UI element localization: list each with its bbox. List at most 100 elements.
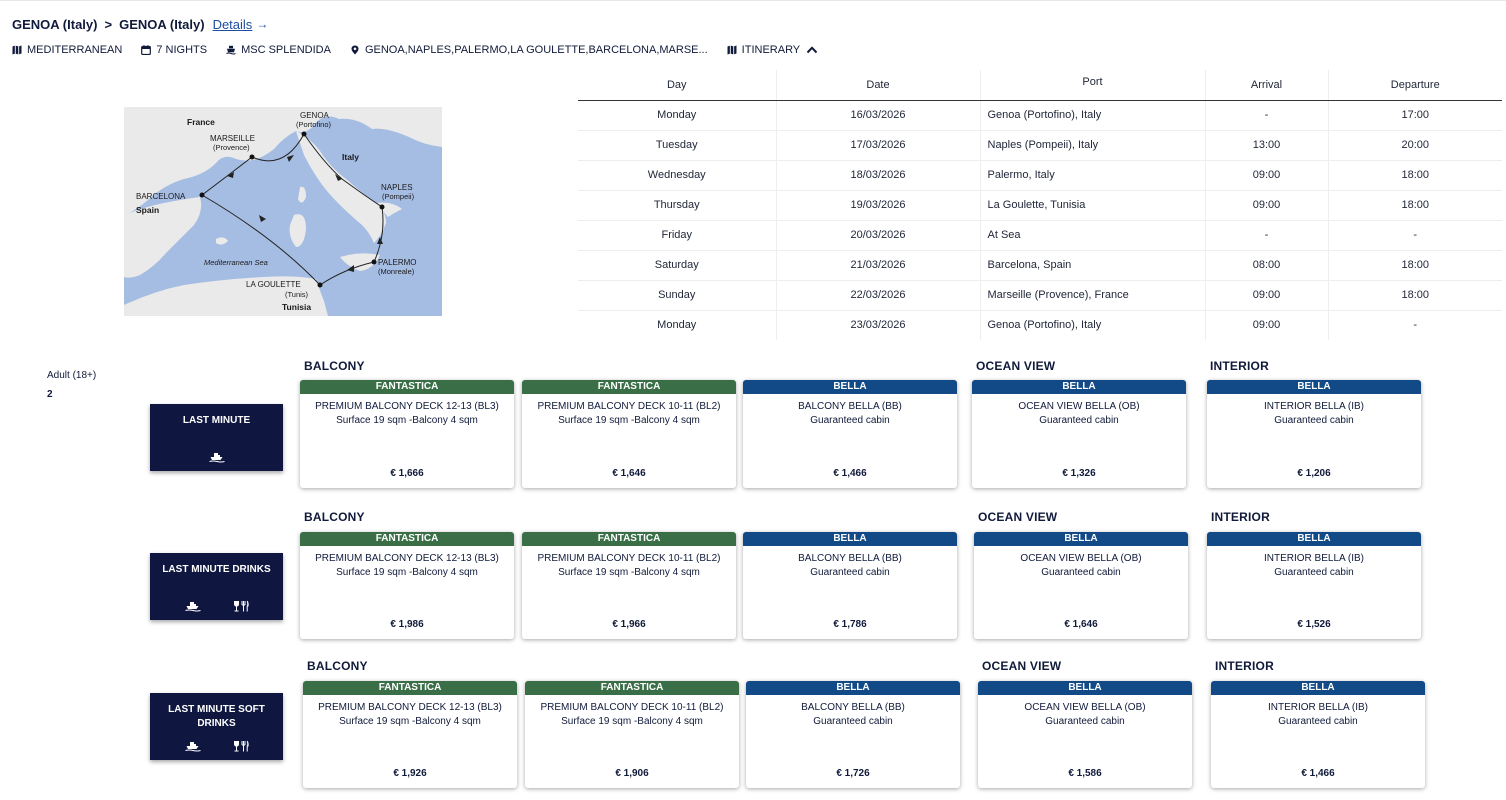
cabin-card[interactable]: BELLA OCEAN VIEW BELLA (OB) Guaranteed cab…: [978, 681, 1192, 788]
itinerary-header-row: Day Date Port Arrival Departure: [578, 70, 1502, 101]
itinerary-row: Tuesday 17/03/2026 Naples (Pompeii), Italy…: [578, 130, 1502, 161]
cell-departure: 18:00: [1328, 190, 1502, 221]
category-interior: INTERIOR: [1215, 659, 1274, 673]
category-ocean-view: OCEAN VIEW: [978, 510, 1058, 524]
itinerary-table: Day Date Port Arrival Departure Monday 16…: [578, 70, 1502, 340]
meta-nights: 7 NIGHTS: [141, 44, 207, 56]
cabin-card[interactable]: BELLA BALCONY BELLA (BB) Guaranteed cabin €…: [743, 380, 957, 488]
cabin-card[interactable]: FANTASTICA PREMIUM BALCONY DECK 10-11 (BL…: [525, 681, 739, 788]
cell-date: 19/03/2026: [776, 190, 981, 221]
cell-day: Monday: [578, 100, 777, 131]
cell-day: Wednesday: [578, 160, 777, 191]
cruise-header: GENOA (Italy) > GENOA (Italy) Details →: [12, 14, 268, 34]
chevron-up-icon[interactable]: [806, 45, 818, 55]
cabin-name: BALCONY BELLA (BB): [801, 702, 905, 713]
fare-option[interactable]: LAST MINUTE DRINKS: [150, 553, 283, 620]
cabin-experience-band: BELLA: [743, 380, 957, 394]
fare-icons: [150, 600, 283, 612]
cell-arrival: -: [1205, 220, 1329, 251]
cabin-description: Guaranteed cabin: [1039, 415, 1119, 426]
category-balcony: BALCONY: [304, 359, 365, 373]
map-label-marseille: MARSEILLE: [210, 134, 255, 143]
calendar-icon: [141, 45, 152, 55]
cabin-card[interactable]: FANTASTICA PREMIUM BALCONY DECK 10-11 (BL…: [522, 380, 736, 488]
cabin-price: € 1,466: [833, 468, 867, 479]
cabin-card[interactable]: BELLA OCEAN VIEW BELLA (OB) Guaranteed cab…: [972, 380, 1186, 488]
cabin-price: € 1,646: [1064, 619, 1098, 630]
cabin-experience-band: FANTASTICA: [522, 532, 736, 546]
fare-option[interactable]: LAST MINUTE: [150, 404, 283, 471]
cell-departure: 20:00: [1328, 130, 1502, 161]
drinks-dining-icon: [233, 600, 249, 612]
cabin-price: € 1,786: [833, 619, 867, 630]
cell-arrival: 09:00: [1205, 280, 1329, 311]
cabin-description: Guaranteed cabin: [810, 415, 890, 426]
cabin-name: OCEAN VIEW BELLA (OB): [1020, 553, 1142, 564]
cell-day: Thursday: [578, 190, 777, 221]
cabin-card[interactable]: BELLA BALCONY BELLA (BB) Guaranteed cabin €…: [746, 681, 960, 788]
cabin-description: Surface 19 sqm -Balcony 4 sqm: [558, 415, 700, 426]
cabin-experience-band: FANTASTICA: [300, 380, 514, 394]
itinerary-toggle-label[interactable]: ITINERARY: [741, 44, 801, 56]
cell-day: Monday: [578, 310, 777, 340]
itinerary-row: Saturday 21/03/2026 Barcelona, Spain 08:00 1…: [578, 250, 1502, 281]
cabin-name: PREMIUM BALCONY DECK 12-13 (BL3): [315, 553, 499, 564]
cell-date: 16/03/2026: [776, 100, 981, 131]
cell-departure: -: [1413, 319, 1418, 332]
cabin-card[interactable]: BELLA INTERIOR BELLA (IB) Guaranteed cabin…: [1211, 681, 1425, 788]
cabin-name: INTERIOR BELLA (IB): [1263, 401, 1365, 412]
cabin-card[interactable]: BELLA OCEAN VIEW BELLA (OB) Guaranteed cab…: [974, 532, 1188, 639]
cabin-card[interactable]: FANTASTICA PREMIUM BALCONY DECK 12-13 (BL…: [300, 532, 514, 639]
itinerary-toggle[interactable]: ITINERARY: [727, 44, 818, 56]
cell-port: At Sea: [980, 220, 1206, 251]
cabin-experience-band: BELLA: [974, 532, 1188, 546]
cabin-card[interactable]: BELLA INTERIOR BELLA (IB) Guaranteed cabin…: [1207, 532, 1421, 639]
cell-arrival: -: [1205, 100, 1329, 131]
cabin-card[interactable]: FANTASTICA PREMIUM BALCONY DECK 12-13 (BL…: [303, 681, 517, 788]
cabin-price: € 1,586: [1068, 768, 1102, 779]
cabin-card[interactable]: FANTASTICA PREMIUM BALCONY DECK 12-13 (BL…: [300, 380, 514, 488]
map-label-goulette: LA GOULETTE: [246, 280, 301, 289]
meta-nights-label: 7 NIGHTS: [156, 44, 208, 56]
itinerary-row: Thursday 19/03/2026 La Goulette, Tunisia 09…: [578, 190, 1502, 221]
fare-option[interactable]: LAST MINUTE SOFT DRINKS: [150, 693, 283, 760]
cabin-name: INTERIOR BELLA (IB): [1267, 702, 1369, 713]
map-label-france: France: [187, 117, 215, 127]
cell-arrival: 09:00: [1205, 310, 1329, 340]
cabin-description: Guaranteed cabin: [1041, 567, 1121, 578]
top-divider: [0, 0, 1506, 1]
cabin-description: Guaranteed cabin: [1274, 415, 1354, 426]
cabin-experience-band: BELLA: [1207, 532, 1421, 546]
cabin-name: PREMIUM BALCONY DECK 10-11 (BL2): [537, 401, 721, 412]
meta-ports: GENOA,NAPLES,PALERMO,LA GOULETTE,BARCELO…: [350, 44, 708, 56]
drinks-dining-icon: [233, 740, 249, 752]
cabin-card[interactable]: BELLA INTERIOR BELLA (IB) Guaranteed cabin…: [1207, 380, 1421, 488]
cell-port: Barcelona, Spain: [980, 250, 1206, 281]
arrow-right-icon[interactable]: →: [256, 17, 269, 31]
category-interior: INTERIOR: [1210, 359, 1269, 373]
passenger-type-label: Adult (18+): [47, 370, 97, 381]
cabin-price: € 1,986: [390, 619, 424, 630]
cabin-name: PREMIUM BALCONY DECK 12-13 (BL3): [318, 702, 502, 713]
cabin-experience-band: BELLA: [978, 681, 1192, 695]
location-pin-icon: [350, 45, 360, 55]
cabin-experience-band: BELLA: [1207, 380, 1421, 394]
cabin-name: PREMIUM BALCONY DECK 10-11 (BL2): [537, 553, 721, 564]
fare-option-title: LAST MINUTE DRINKS: [162, 564, 271, 575]
cabin-description: Guaranteed cabin: [1045, 716, 1125, 727]
cell-date: 23/03/2026: [776, 310, 981, 340]
cabin-price: € 1,906: [615, 768, 649, 779]
cabin-card[interactable]: FANTASTICA PREMIUM BALCONY DECK 10-11 (BL…: [522, 532, 736, 639]
cell-port: Palermo, Italy: [980, 160, 1206, 191]
col-header-day: Day: [578, 70, 777, 101]
cabin-price: € 1,326: [1062, 468, 1096, 479]
ship-icon: [184, 740, 201, 752]
cabin-card[interactable]: BELLA BALCONY BELLA (BB) Guaranteed cabin €…: [743, 532, 957, 639]
details-link[interactable]: Details: [212, 16, 253, 32]
cabin-experience-band: BELLA: [743, 532, 957, 546]
map-label-palermo: PALERMO: [378, 258, 417, 267]
cabin-name: PREMIUM BALCONY DECK 12-13 (BL3): [315, 401, 499, 412]
cabin-experience-band: BELLA: [1211, 681, 1425, 695]
cell-departure: 18:00: [1328, 250, 1502, 281]
cabin-description: Surface 19 sqm -Balcony 4 sqm: [339, 716, 481, 727]
